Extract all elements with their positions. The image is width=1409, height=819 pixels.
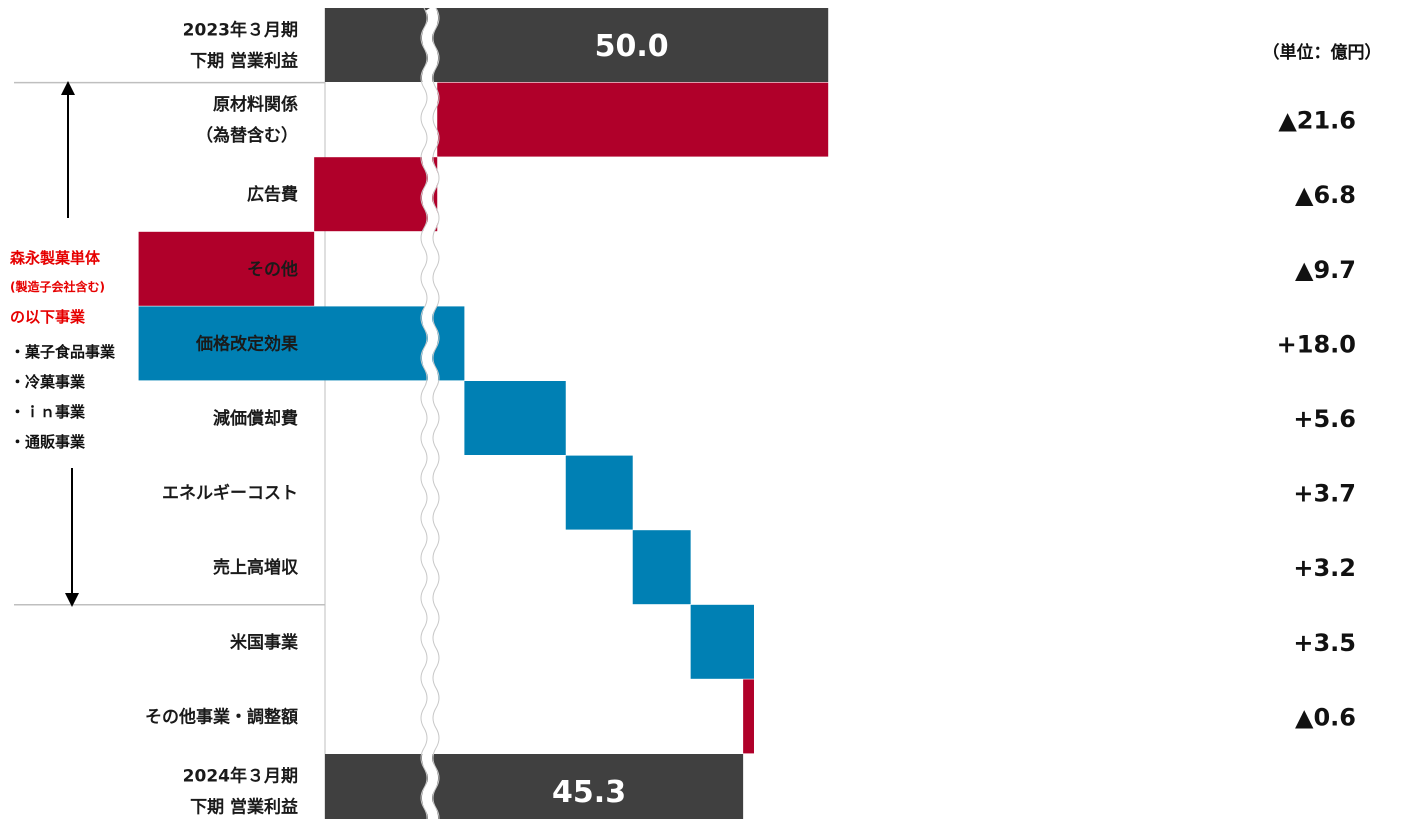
step-bar-7	[632, 530, 691, 605]
group-item-2: ・冷菓事業	[10, 373, 86, 391]
total-value-start: 50.0	[595, 29, 669, 64]
step-bar-9	[743, 679, 754, 754]
unit-label: （単位：億円）	[1263, 42, 1382, 63]
total-value-end: 45.3	[552, 775, 626, 810]
category-label-5: 減価償却費	[213, 408, 298, 429]
axis-break	[420, 5, 440, 819]
step-bar-6	[565, 455, 633, 530]
step-value-1: ▲21.6	[1278, 107, 1356, 135]
group-item-3: ・ｉｎ事業	[10, 403, 86, 421]
step-value-7: +3.2	[1293, 554, 1356, 582]
group-annotation: 森永製菓単体 (製造子会社含む) の以下事業・菓子食品事業・冷菓事業・ｉｎ事業・通販…	[10, 81, 116, 607]
category-label-4: 価格改定効果	[195, 333, 298, 354]
group-subtitle: (製造子会社含む)	[10, 279, 105, 294]
group-item-1: ・菓子食品事業	[10, 343, 116, 361]
step-bar-5	[464, 381, 566, 455]
step-bar-1	[437, 82, 829, 157]
category-label-start: 2023年３月期下期 営業利益	[183, 20, 298, 72]
group-title: 森永製菓単体	[10, 249, 101, 267]
total-bar-start	[325, 8, 829, 82]
step-value-3: ▲9.7	[1295, 256, 1356, 284]
category-label-1: 原材料関係（為替含む）	[196, 94, 298, 146]
step-value-6: +3.7	[1293, 480, 1356, 508]
category-label-7: 売上高増収	[213, 557, 299, 578]
step-value-9: ▲0.6	[1295, 703, 1356, 731]
step-bar-3	[138, 231, 315, 306]
category-label-6: エネルギーコスト	[162, 484, 298, 504]
step-bar-2	[314, 157, 438, 232]
group-suffix: の以下事業	[10, 308, 86, 326]
category-label-3: その他	[247, 259, 298, 280]
axis-break-line-right	[432, 7, 440, 819]
step-bar-8	[690, 604, 754, 679]
category-label-9: その他事業・調整額	[145, 706, 298, 727]
step-value-4: +18.0	[1277, 330, 1356, 358]
step-value-5: +5.6	[1293, 405, 1356, 433]
total-bar-end	[325, 754, 744, 819]
axis-break-line-left	[420, 7, 428, 819]
chart-bars: 50.0 45.3	[138, 8, 829, 819]
group-item-4: ・通販事業	[10, 433, 86, 451]
axis-break-band	[422, 5, 438, 819]
step-bar-4	[138, 306, 465, 381]
step-value-2: ▲6.8	[1295, 181, 1356, 209]
category-label-end: 2024年３月期下期 営業利益	[183, 766, 298, 818]
category-label-8: 米国事業	[230, 632, 298, 653]
value-labels: ▲21.6 ▲6.8 ▲9.7 +18.0 +5.6 +3.7 +3.2 +3.5 ▲0.6	[1277, 107, 1356, 732]
step-value-8: +3.5	[1293, 629, 1356, 657]
category-label-2: 広告費	[247, 184, 298, 205]
